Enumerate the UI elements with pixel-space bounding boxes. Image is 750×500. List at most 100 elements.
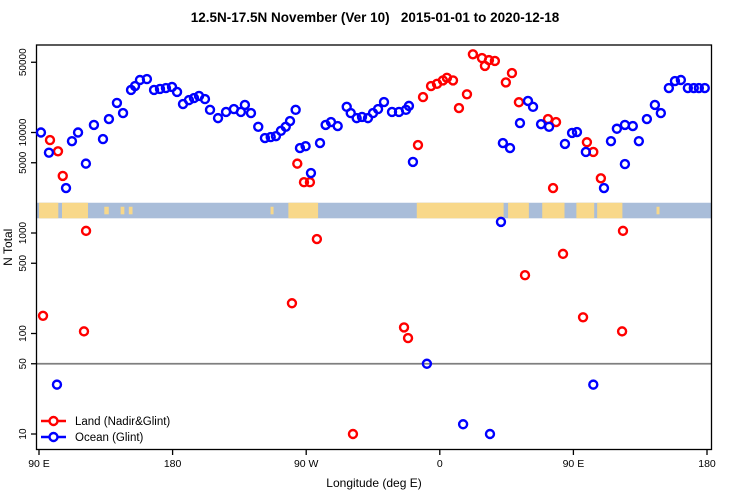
ocean-data-point xyxy=(284,115,296,127)
land-data-point xyxy=(402,332,414,344)
ocean-data-point xyxy=(655,107,667,119)
ocean-data-point xyxy=(212,112,224,124)
map-band-land xyxy=(270,206,274,215)
land-data-point xyxy=(304,177,316,188)
land-data-point xyxy=(412,139,424,151)
legend-label: Ocean (Glint) xyxy=(75,432,144,444)
land-data-point xyxy=(298,177,310,188)
land-data-point xyxy=(292,158,303,169)
ocean-data-point xyxy=(35,127,47,138)
x-tick-label: 90 W xyxy=(294,458,319,470)
ocean-data-point xyxy=(300,141,311,152)
ocean-data-point xyxy=(253,121,264,132)
ocean-data-point xyxy=(693,82,705,94)
legend-label: Land (Nadir&Glint) xyxy=(75,416,170,428)
x-tick-label: 0 xyxy=(437,458,443,470)
x-tick-label: 90 E xyxy=(28,458,50,470)
land-data-point xyxy=(595,173,607,184)
ocean-data-point xyxy=(188,92,200,104)
ocean-data-point xyxy=(129,80,141,92)
ocean-data-point xyxy=(543,121,555,132)
land-data-point xyxy=(453,102,465,114)
ocean-data-point xyxy=(314,137,326,149)
map-band-land xyxy=(656,206,660,215)
map-band-land xyxy=(508,202,529,219)
ocean-data-point xyxy=(351,112,362,124)
ocean-data-point xyxy=(43,147,55,158)
land-data-point xyxy=(78,326,90,337)
legend-marker xyxy=(48,415,59,427)
ocean-data-point xyxy=(66,135,78,147)
ocean-data-point xyxy=(649,99,661,111)
ocean-data-point xyxy=(641,113,653,125)
x-tick-label: 180 xyxy=(164,458,182,470)
chart-title: 12.5N-17.5N November (Ver 10) 2015-01-01… xyxy=(190,10,560,25)
ocean-data-point xyxy=(627,120,638,132)
land-data-point xyxy=(489,55,501,67)
land-data-point xyxy=(398,322,410,333)
ocean-data-point xyxy=(699,82,710,94)
ocean-data-point xyxy=(580,146,592,158)
map-band-land xyxy=(120,206,125,215)
ocean-data-point xyxy=(403,100,415,112)
land-data-point xyxy=(581,137,593,148)
y-tick-label: 100 xyxy=(18,325,29,342)
ocean-data-point xyxy=(497,137,509,149)
map-band-land xyxy=(288,202,319,219)
ocean-data-point xyxy=(407,156,419,168)
x-axis-title: Longitude (deg E) xyxy=(326,476,421,490)
ocean-data-point xyxy=(160,82,172,94)
land-data-point xyxy=(37,310,49,322)
ocean-data-point xyxy=(117,107,129,119)
y-tick-label: 500 xyxy=(18,254,29,271)
ocean-data-point xyxy=(171,86,183,98)
land-data-point xyxy=(500,77,512,88)
map-band-land xyxy=(128,206,133,215)
ocean-data-point xyxy=(270,130,282,142)
land-data-point xyxy=(347,428,359,440)
map-band-land xyxy=(104,206,109,215)
land-data-point xyxy=(616,326,628,337)
ocean-data-point xyxy=(305,167,317,179)
land-data-point xyxy=(577,312,589,323)
ocean-data-point xyxy=(332,120,343,132)
ocean-data-point xyxy=(183,94,195,106)
legend-marker xyxy=(48,431,59,443)
land-data-point xyxy=(425,80,437,92)
ocean-data-point xyxy=(675,74,687,86)
y-axis-title: N Total xyxy=(1,229,15,266)
ocean-data-point xyxy=(522,95,534,107)
ocean-data-point xyxy=(111,97,123,109)
land-data-point xyxy=(513,97,525,108)
ocean-data-point xyxy=(199,93,211,105)
plot-frame xyxy=(35,44,713,451)
ocean-data-point xyxy=(80,158,92,169)
ocean-data-point xyxy=(239,99,251,111)
ocean-data-point xyxy=(60,182,72,194)
ocean-data-point xyxy=(619,158,631,170)
ocean-data-point xyxy=(103,113,115,125)
map-band-land xyxy=(576,202,595,219)
ocean-data-point xyxy=(504,142,516,154)
ocean-data-point xyxy=(290,104,301,116)
ocean-data-point xyxy=(535,118,547,130)
land-data-point xyxy=(467,49,479,60)
ocean-data-point xyxy=(598,182,610,194)
x-tick-label: 180 xyxy=(698,458,716,470)
ocean-data-point xyxy=(566,127,578,139)
ocean-data-point xyxy=(571,126,583,138)
ocean-data-point xyxy=(421,358,433,369)
ocean-data-point xyxy=(294,142,306,154)
ocean-data-point xyxy=(669,75,681,87)
ocean-data-point xyxy=(514,117,526,129)
map-band-land xyxy=(62,202,88,219)
ocean-data-point xyxy=(141,73,153,85)
y-tick-label: 10 xyxy=(18,428,29,440)
ocean-data-point xyxy=(633,135,645,147)
ocean-data-point xyxy=(97,133,109,145)
ocean-data-point xyxy=(605,135,617,147)
y-tick-label: 50000 xyxy=(18,48,29,76)
ocean-data-point xyxy=(588,379,599,390)
